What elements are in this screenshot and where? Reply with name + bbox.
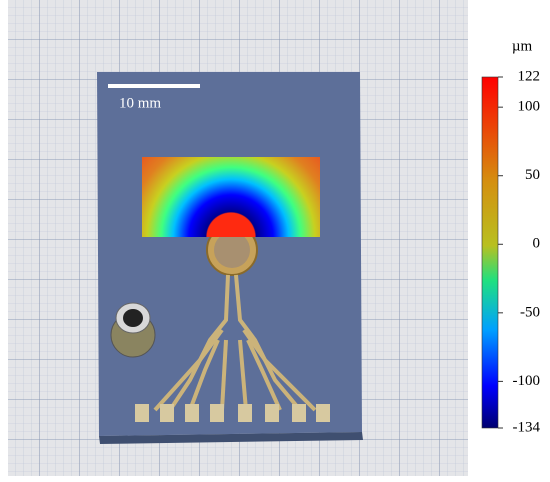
colorbar-tick-label: -100 — [513, 373, 541, 389]
colorbar — [481, 76, 499, 429]
scale-bar-label: 10 mm — [119, 95, 161, 111]
colorbar-tick-label: 122 — [518, 68, 541, 84]
colorbar-tick-label: -50 — [520, 304, 540, 320]
colorbar-ticks: 122 100 50 0 -50 -100 -134 — [498, 68, 540, 435]
sensor-core — [214, 232, 250, 268]
colorbar-unit: µm — [512, 38, 533, 54]
traces — [153, 274, 317, 412]
colorbar-tick-label: 0 — [533, 236, 541, 252]
colorbar-tick-label: 50 — [525, 167, 540, 183]
tube-hole — [123, 309, 143, 327]
colorbar-tick-label: 100 — [518, 99, 541, 115]
pads — [135, 404, 330, 422]
heat-map — [142, 157, 320, 237]
plate-edge — [99, 432, 363, 444]
colorbar-tick-label: -134 — [513, 419, 541, 435]
